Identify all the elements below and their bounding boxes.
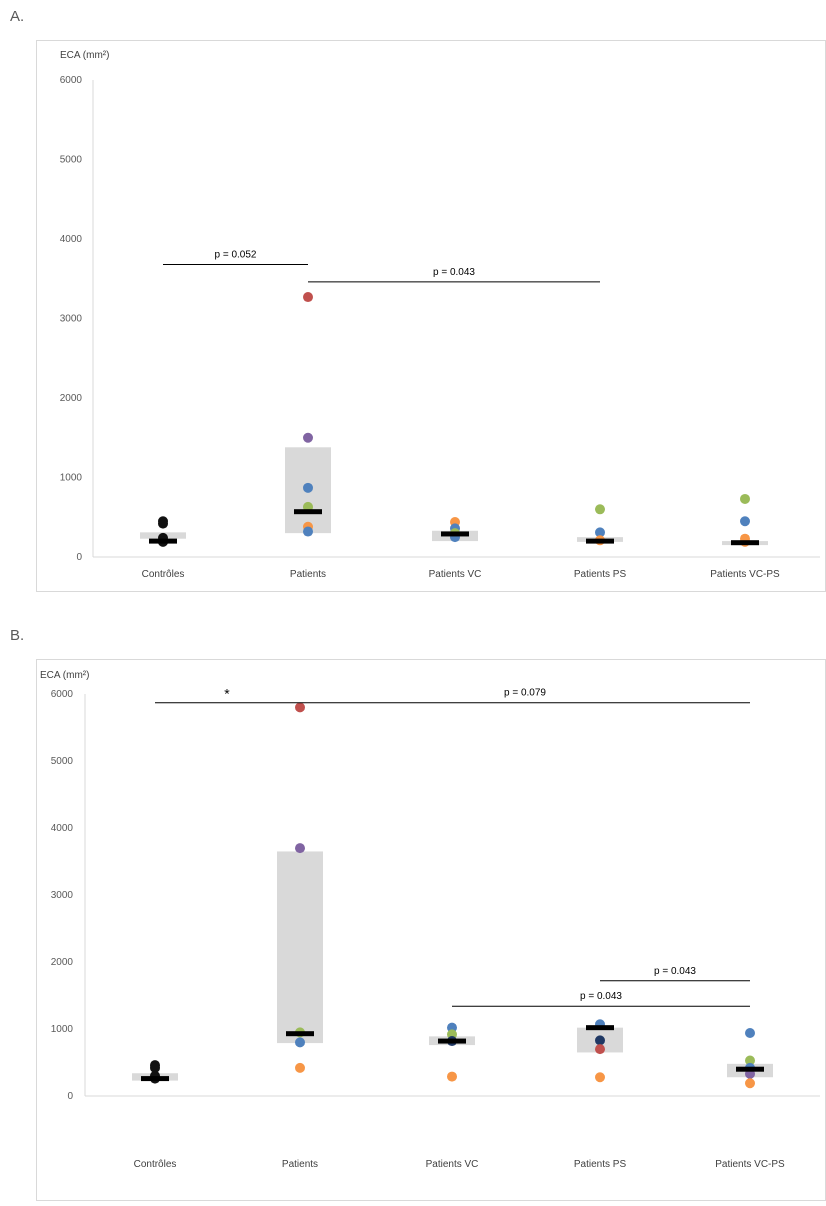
data-point <box>303 526 313 537</box>
x-category-label: Contrôles <box>134 1159 177 1170</box>
y-tick-label: 5000 <box>51 756 74 767</box>
significance-label: * <box>224 686 230 702</box>
x-category-label: Patients VC-PS <box>715 1159 785 1170</box>
data-point <box>303 482 313 493</box>
significance-label: p = 0.052 <box>215 249 257 260</box>
x-category-label: Patients <box>290 569 326 580</box>
significance-label: p = 0.043 <box>654 966 696 977</box>
y-tick-label: 5000 <box>60 155 83 166</box>
data-point <box>295 1037 305 1048</box>
y-axis-title: ECA (mm²) <box>60 50 109 61</box>
data-point <box>295 1062 305 1073</box>
x-category-label: Patients VC <box>426 1159 479 1170</box>
chart-b-frame <box>36 659 826 1201</box>
significance-label: p = 0.079 <box>504 688 546 699</box>
y-tick-label: 3000 <box>51 890 74 901</box>
iqr-box <box>277 851 323 1044</box>
median-marker <box>294 509 322 515</box>
data-point <box>158 518 168 529</box>
x-category-label: Patients VC-PS <box>710 569 780 580</box>
y-tick-label: 4000 <box>51 823 74 834</box>
median-marker <box>286 1031 314 1037</box>
y-tick-label: 0 <box>76 552 82 563</box>
data-point <box>447 1071 457 1082</box>
median-marker <box>149 538 177 544</box>
median-marker <box>141 1076 169 1082</box>
data-point <box>595 1035 605 1046</box>
y-tick-label: 2000 <box>60 393 83 404</box>
data-point <box>595 1072 605 1083</box>
x-category-label: Patients PS <box>574 1159 627 1170</box>
median-marker <box>586 1025 614 1031</box>
y-tick-label: 3000 <box>60 314 83 325</box>
data-point <box>295 843 305 854</box>
median-marker <box>438 1038 466 1044</box>
median-marker <box>736 1066 764 1072</box>
data-point <box>740 516 750 527</box>
y-tick-label: 1000 <box>60 473 83 484</box>
y-tick-label: 2000 <box>51 957 74 968</box>
data-point <box>150 1062 160 1073</box>
y-tick-label: 6000 <box>51 689 74 700</box>
x-category-label: Patients VC <box>429 569 482 580</box>
data-point <box>740 493 750 504</box>
median-marker <box>441 531 469 537</box>
x-category-label: Patients PS <box>574 569 627 580</box>
data-point <box>295 702 305 713</box>
significance-label: p = 0.043 <box>580 991 622 1002</box>
median-marker <box>586 538 614 544</box>
data-point <box>595 527 605 538</box>
chart-a: ECA (mm²) 0 1000 2000 3000 4000 5000 6000 Contrô… <box>60 50 820 580</box>
y-axis-title: ECA (mm²) <box>40 670 89 681</box>
x-category-label: Contrôles <box>142 569 185 580</box>
y-tick-label: 0 <box>67 1091 73 1102</box>
data-point <box>745 1055 755 1066</box>
median-marker <box>731 540 759 546</box>
data-point <box>303 432 313 443</box>
x-category-label: Patients <box>282 1159 318 1170</box>
data-point <box>595 504 605 515</box>
panel-a-label: A. <box>10 8 25 25</box>
y-tick-label: 1000 <box>51 1024 74 1035</box>
data-point <box>745 1078 755 1089</box>
data-point <box>595 1044 605 1055</box>
significance-label: p = 0.043 <box>433 267 475 278</box>
y-tick-label: 6000 <box>60 75 83 86</box>
data-point <box>303 292 313 303</box>
y-tick-label: 4000 <box>60 234 83 245</box>
panel-b-label: B. <box>10 627 25 644</box>
data-point <box>745 1028 755 1039</box>
